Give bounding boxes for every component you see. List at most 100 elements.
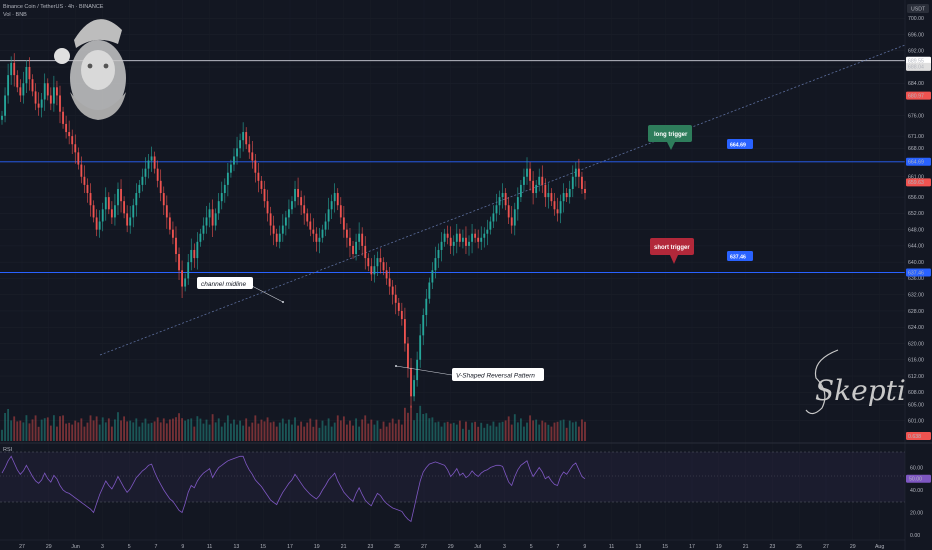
candle-body	[541, 176, 544, 185]
volume-bar	[1, 429, 3, 441]
y-tick-label: 684.00	[908, 81, 924, 87]
rsi-line	[1, 455, 586, 523]
volume-bar	[443, 422, 446, 441]
candle-body	[168, 217, 171, 230]
volume-bar	[62, 415, 64, 441]
volume-bar	[77, 422, 80, 441]
candle-body	[330, 201, 333, 210]
candle-body	[98, 221, 101, 230]
volume-bar	[129, 420, 132, 441]
candle-body	[428, 282, 431, 299]
volume-bar	[330, 426, 333, 441]
volume-bar	[483, 427, 486, 441]
candle-body	[461, 237, 464, 242]
candle-body	[501, 193, 504, 198]
x-tick-label: 15	[662, 544, 668, 550]
x-tick-label: 29	[850, 544, 856, 550]
volume-bar	[526, 422, 528, 441]
candle-body	[455, 233, 458, 242]
volume-bar	[272, 421, 275, 441]
volume-bar	[202, 423, 205, 441]
candle-body	[364, 245, 367, 259]
candle-body	[71, 136, 74, 145]
volume-bar	[147, 423, 150, 441]
candle-body	[117, 188, 119, 206]
candle-body	[483, 233, 486, 238]
price-tag-label: 688.04	[908, 65, 924, 71]
candle-body	[571, 176, 574, 189]
short-trigger-bubble: short trigger	[650, 238, 694, 264]
candle-body	[89, 193, 92, 206]
volume-bar	[416, 413, 419, 441]
volume-bars	[1, 405, 586, 441]
candle-body	[208, 209, 211, 218]
volume-bar	[440, 426, 443, 441]
candle-body	[129, 217, 132, 226]
candle-body	[34, 91, 37, 104]
candle-body	[138, 184, 141, 194]
candle-body	[544, 184, 547, 198]
candle-body	[339, 205, 342, 218]
candle-body	[584, 188, 586, 194]
candle-body	[523, 176, 525, 185]
volume-bar	[117, 412, 119, 441]
volume-bar	[123, 416, 126, 441]
volume-bar	[468, 429, 470, 441]
candle-body	[294, 188, 296, 202]
volume-bar	[266, 417, 269, 441]
volume-bar	[519, 418, 522, 441]
candle-body	[297, 188, 299, 198]
x-tick-label: 27	[19, 544, 25, 550]
candle-body	[175, 237, 177, 255]
candle-body	[519, 184, 522, 198]
candle-body	[80, 164, 83, 177]
x-tick-label: 13	[636, 544, 642, 550]
candle-body	[254, 160, 257, 173]
candle-body	[178, 254, 180, 271]
volume-bar	[397, 419, 400, 441]
candle-body	[367, 258, 370, 267]
volume-bar	[382, 421, 385, 441]
candle-body	[495, 205, 498, 214]
volume-bar	[394, 423, 397, 441]
candle-body	[49, 95, 52, 104]
volume-bar	[132, 422, 135, 441]
volume-bar	[107, 418, 110, 441]
candle-body	[199, 233, 202, 242]
candle-body	[101, 209, 104, 222]
candle-body	[77, 152, 80, 165]
candle-body	[86, 184, 89, 194]
rsi-current-tag	[906, 474, 931, 483]
candle-body	[31, 79, 34, 92]
y-tick-label: 616.00	[908, 358, 924, 364]
candle-body	[468, 241, 470, 246]
volume-bar	[19, 420, 22, 441]
symbol-line: Binance Coin / TetherUS · 4h · BINANCE	[3, 4, 104, 10]
candle-body	[346, 229, 348, 238]
candle-body	[10, 62, 13, 76]
candle-body	[315, 233, 318, 242]
currency-label: USDT	[911, 7, 926, 13]
volume-bar	[574, 421, 577, 441]
volume-bar	[248, 426, 251, 441]
candle-body	[65, 123, 68, 133]
candle-body	[104, 197, 107, 210]
candle-body	[46, 83, 49, 96]
candle-body	[1, 115, 3, 120]
candle-body	[477, 237, 480, 242]
v-shape-callout: V-Shaped Reversal Pattern	[395, 365, 544, 381]
candle-body	[190, 249, 193, 263]
volume-bar	[486, 423, 489, 441]
volume-bar	[281, 418, 284, 441]
volume-bar	[52, 415, 55, 441]
volume-bar	[379, 428, 382, 441]
volume-bar	[254, 415, 257, 441]
volume-line: Vol · BNB	[3, 12, 27, 18]
candle-body	[220, 193, 223, 202]
y-tick-label: 640.00	[908, 260, 924, 266]
channel-midline-callout: channel midline	[197, 277, 284, 303]
candle-body	[162, 193, 165, 206]
volume-bar	[46, 417, 49, 441]
volume-bar	[110, 426, 113, 441]
candle-body	[284, 217, 287, 226]
